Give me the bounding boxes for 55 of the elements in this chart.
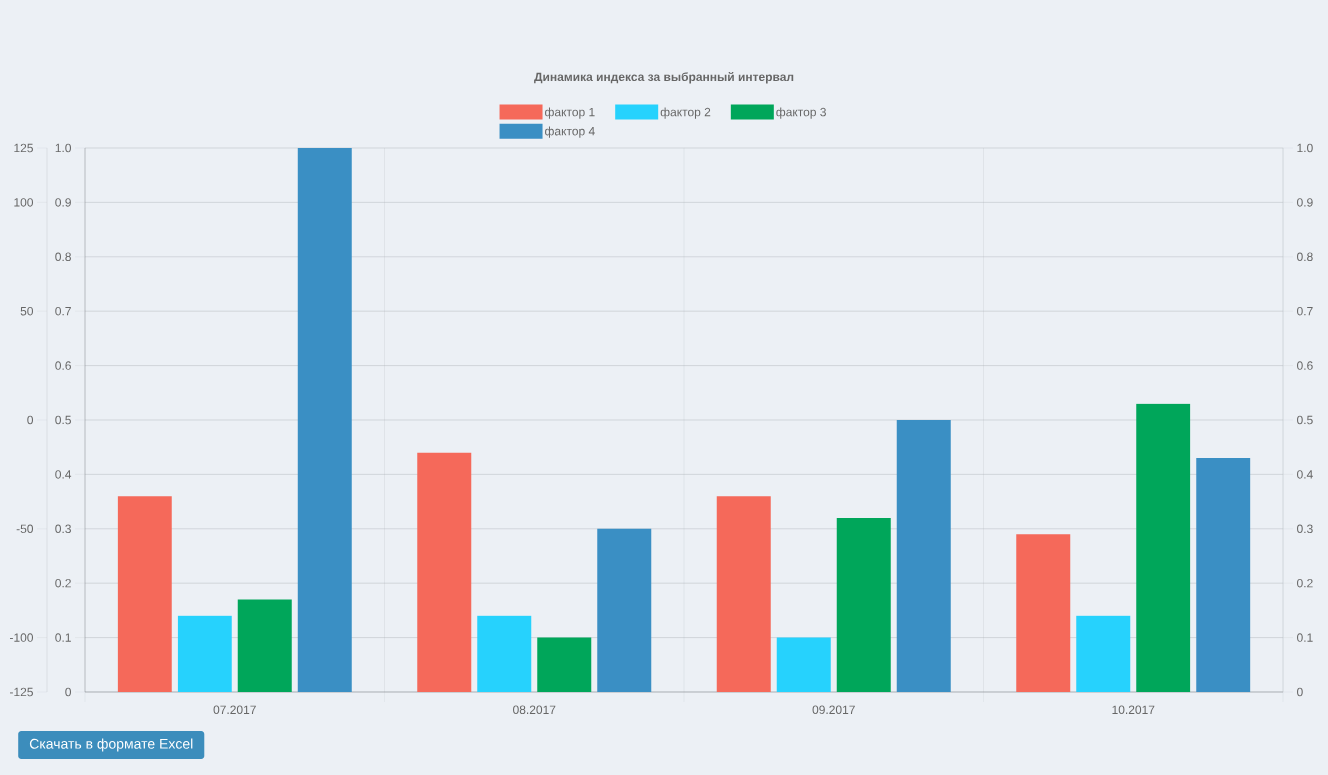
y-tick-label: 1.0: [55, 143, 72, 153]
y-tick-label: 0.4: [55, 470, 72, 479]
y3-tick-label: 50: [20, 306, 34, 316]
chart-title: Динамика индекса за выбранный интервал: [534, 72, 794, 84]
y2-tick-label: 0.9: [1297, 198, 1313, 207]
bar: [297, 147, 352, 692]
x-tick-label: 10.2017: [1112, 705, 1155, 715]
y-tick-label: 0: [65, 687, 72, 697]
legend-label: фактор 4: [545, 126, 595, 138]
bar: [896, 419, 951, 692]
y3-tick-label: -100: [10, 633, 34, 642]
y2-tick-label: 0.4: [1297, 470, 1313, 479]
bar: [1196, 458, 1251, 692]
x-tick-label: 09.2017: [812, 705, 855, 715]
y3-tick-label: 100: [14, 198, 34, 207]
y3-tick-label: -50: [16, 524, 34, 534]
bar: [417, 452, 472, 692]
y3-tick-label: -125: [10, 687, 33, 697]
bar: [177, 615, 232, 692]
y2-tick-label: 0.7: [1297, 306, 1313, 316]
y2-tick-label: 0.1: [1297, 633, 1313, 642]
y2-tick-label: 0.5: [1297, 415, 1313, 425]
bar: [597, 528, 652, 692]
y-tick-label: 0.3: [55, 524, 71, 534]
x-tick-label: 07.2017: [213, 705, 256, 715]
y-tick-label: 0.5: [55, 415, 71, 425]
bar: [836, 517, 891, 692]
y2-tick-label: 0.2: [1297, 578, 1313, 588]
y-tick-label: 0.1: [55, 633, 71, 642]
y-tick-label: 0.7: [55, 306, 71, 316]
y2-tick-label: 0.6: [1297, 361, 1313, 370]
bar: [117, 496, 172, 692]
bar: [776, 637, 831, 692]
bar: [1016, 534, 1071, 692]
bar: [537, 637, 592, 692]
y2-tick-label: 0: [1297, 687, 1303, 697]
text: Скачать в формате Excel: [29, 738, 193, 752]
bar: [1136, 403, 1191, 692]
bar: [477, 615, 532, 692]
y-tick-label: 0.2: [55, 578, 71, 588]
bar: [237, 599, 292, 692]
y-tick-label: 0.9: [55, 198, 71, 207]
legend-label: фактор 2: [660, 107, 711, 119]
y2-tick-label: 1.0: [1297, 143, 1313, 153]
y3-tick-label: 0: [27, 415, 34, 425]
legend-label: фактор 1: [545, 107, 595, 119]
y-tick-label: 0.8: [55, 252, 71, 262]
y2-tick-label: 0.3: [1297, 524, 1313, 534]
bar: [716, 496, 771, 692]
y2-tick-label: 0.8: [1297, 252, 1313, 262]
y3-tick-label: 125: [14, 143, 33, 153]
bar: [1076, 615, 1131, 692]
y-tick-label: 0.6: [55, 361, 71, 370]
legend-label: фактор 3: [776, 107, 826, 119]
x-tick-label: 08.2017: [513, 705, 556, 715]
